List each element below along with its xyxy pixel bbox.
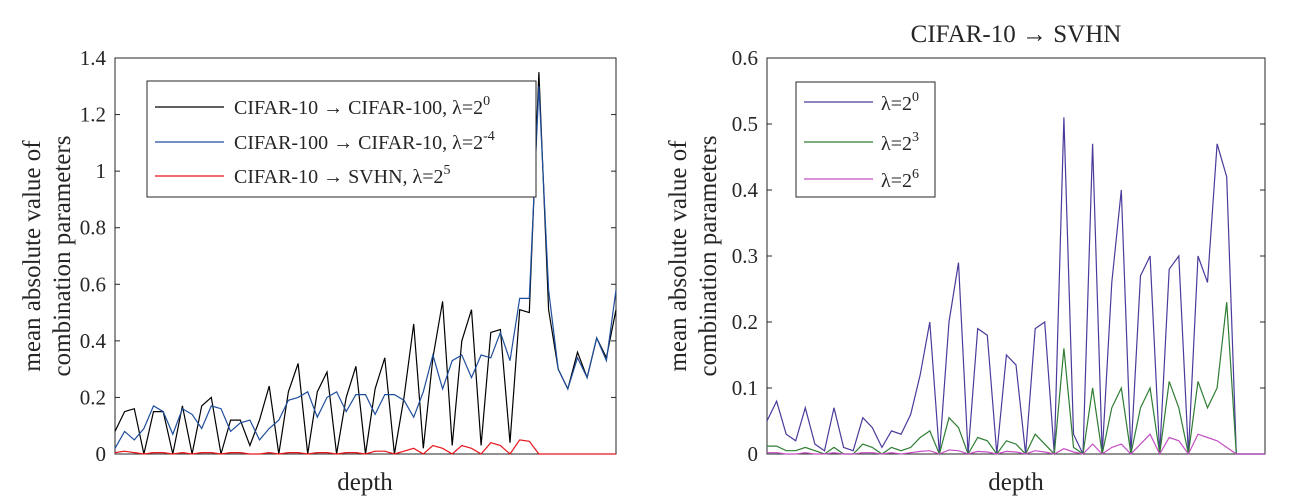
y-ticks-left: 0 0.2 0.4 0.6 0.8 1 1.2 1.4 xyxy=(80,46,616,466)
y-tick-label: 0.1 xyxy=(732,376,758,400)
legend-box-right xyxy=(795,81,936,198)
legend-label-lambda-2-6: λ=26 xyxy=(881,167,919,192)
legend-right: λ=20 λ=23 λ=26 xyxy=(795,81,936,198)
legend-label-lambda-2-0: λ=20 xyxy=(881,90,919,115)
y-tick-label: 0 xyxy=(96,442,107,466)
legend-label-cifar10-svhn: CIFAR-10 → SVHN, λ=25 xyxy=(234,163,451,188)
y-axis-label-left-line1: mean absolute value of xyxy=(19,140,46,372)
legend-left: CIFAR-10 → CIFAR-100, λ=20 CIFAR-100 → C… xyxy=(146,80,537,198)
y-tick-label: 0.5 xyxy=(732,112,758,136)
chart-title-right: CIFAR-10 → SVHN xyxy=(911,21,1122,48)
y-axis-label-left-line2: combination parameters xyxy=(49,136,76,377)
y-tick-label: 0.4 xyxy=(80,329,107,353)
y-tick-label: 0.8 xyxy=(80,216,106,240)
series-line-2 xyxy=(114,86,617,449)
y-tick-label: 0 xyxy=(748,442,759,466)
x-axis-label-right: depth xyxy=(988,469,1044,496)
y-tick-label: 0.6 xyxy=(80,272,106,296)
legend-label-cifar100-cifar10: CIFAR-100 → CIFAR-10, λ=2-4 xyxy=(234,129,495,154)
series-group-right xyxy=(766,117,1265,456)
y-ticks-right: 0 0.1 0.2 0.3 0.4 0.5 0.6 xyxy=(732,46,1265,466)
series-line-3 xyxy=(767,433,1265,456)
y-tick-label: 0.2 xyxy=(732,310,758,334)
legend-label-lambda-2-3: λ=23 xyxy=(881,130,919,155)
y-axis-label-right-line2: combination parameters xyxy=(695,136,722,377)
y-tick-label: 0.3 xyxy=(732,244,758,268)
y-tick-label: 1.4 xyxy=(80,46,107,70)
y-tick-label: 1.2 xyxy=(80,103,106,127)
y-tick-label: 1 xyxy=(96,159,107,183)
y-tick-label: 0.6 xyxy=(732,46,758,70)
y-tick-label: 0.4 xyxy=(732,178,759,202)
series-line-1 xyxy=(766,117,1265,455)
x-axis-label-left: depth xyxy=(337,469,393,496)
y-tick-label: 0.2 xyxy=(80,385,106,409)
y-axis-label-right-line1: mean absolute value of xyxy=(665,140,692,372)
series-line-3 xyxy=(114,439,616,455)
chart-right: 0 0.1 0.2 0.3 0.4 0.5 0.6 CIFAR-10 → SVHN dept… xyxy=(665,21,1266,496)
legend-box-left xyxy=(146,80,537,198)
series-group-left xyxy=(114,72,617,455)
chart-left: 0 0.2 0.4 0.6 0.8 1 1.2 1.4 depth mean absolute… xyxy=(19,46,617,496)
legend-label-cifar10-cifar100: CIFAR-10 → CIFAR-100, λ=20 xyxy=(234,94,490,119)
